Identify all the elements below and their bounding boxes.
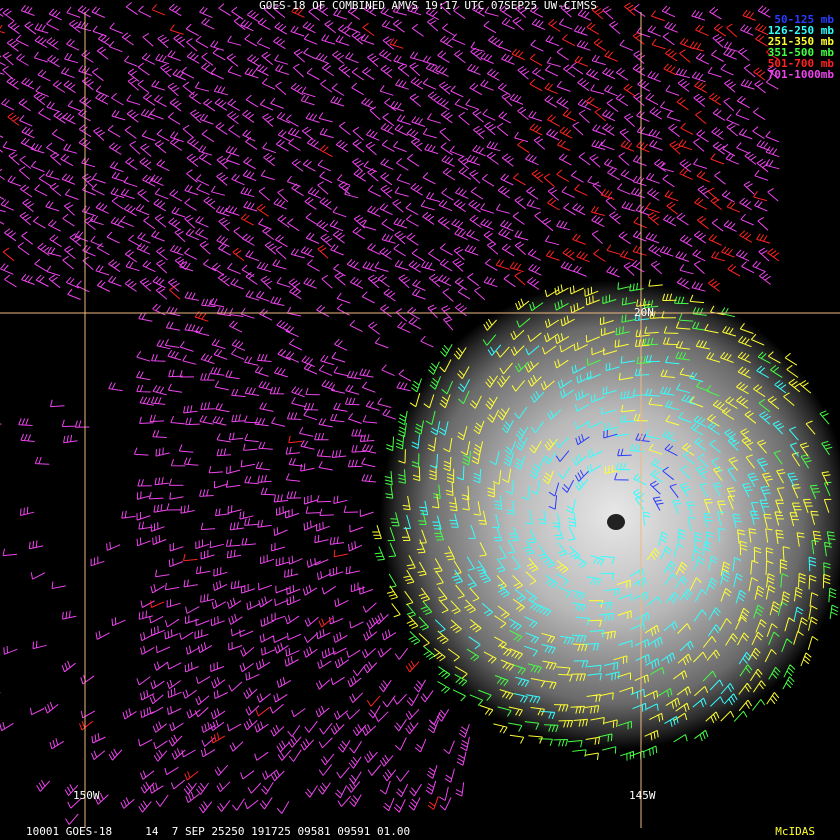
wind-barb-layer xyxy=(374,282,839,761)
brand: McIDAS xyxy=(775,825,815,838)
wind-barb-layer xyxy=(372,279,832,760)
legend-entry: 251-350 mb xyxy=(768,35,835,48)
title: GOES-18 OF COMBINED AMVS 19:17 UTC 07SEP… xyxy=(259,0,597,12)
hurricane-cloud xyxy=(380,255,840,755)
legend-entry: 50-125 mb xyxy=(774,13,834,26)
footer-info: 10001 GOES-18 14 7 SEP 25250 191725 0958… xyxy=(26,825,410,838)
lat-label: 20N xyxy=(634,306,654,319)
lon-label: 150W xyxy=(73,789,100,802)
hurricane-eye xyxy=(607,514,625,530)
legend-entry: 351-500 mb xyxy=(768,46,835,59)
wind-barb-layer xyxy=(0,1,780,825)
legend-entry: 701-1000mb xyxy=(768,68,835,81)
legend-entry: 126-250 mb xyxy=(768,24,835,37)
legend-entry: 501-700 mb xyxy=(768,57,835,70)
wind-barb-layer xyxy=(0,2,780,810)
lon-label: 145W xyxy=(629,789,656,802)
wind-barbs xyxy=(0,1,839,825)
